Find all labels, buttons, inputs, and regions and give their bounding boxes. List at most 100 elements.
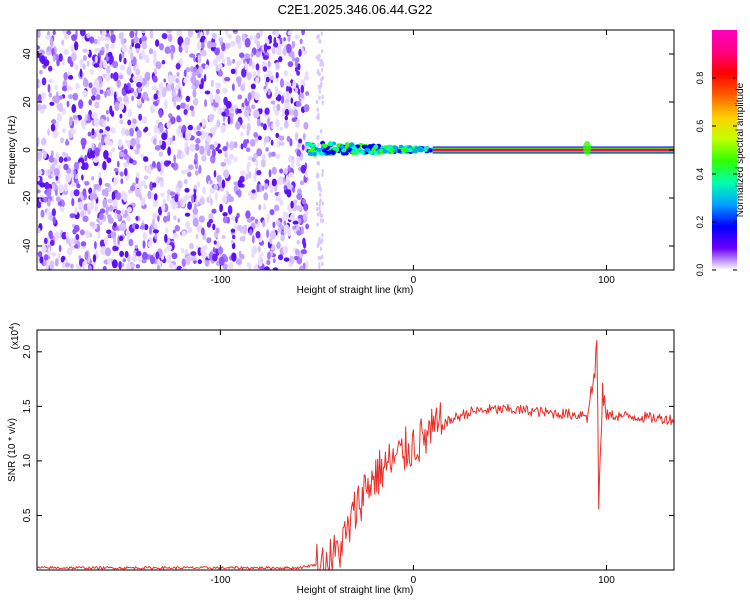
noise-speckle [318,262,321,267]
noise-speckle [40,209,45,218]
noise-speckle [317,33,320,39]
noise-speckle [271,178,277,187]
noise-speckle [153,138,157,146]
noise-speckle [125,139,129,144]
noise-speckle [236,108,243,114]
spectrogram-panel: -100 0 100 -40 -20 0 20 40 Height of straight … [7,29,675,296]
noise-speckle [193,126,198,134]
noise-speckle [256,148,263,157]
noise-speckle [131,95,135,102]
noise-speckle [58,102,63,113]
noise-speckle [102,265,107,270]
noise-speckle [185,67,191,73]
noise-speckle [153,124,158,134]
noise-speckle [94,118,100,127]
noise-speckle [228,261,234,269]
noise-speckle [114,101,120,111]
x-tick-label: 100 [598,275,615,286]
noise-speckle [37,227,41,234]
colorbar-tick-label: 0.2 [695,216,705,229]
noise-speckle [74,244,79,249]
noise-speckle [58,244,62,253]
noise-speckle [46,190,52,198]
noise-speckle [264,181,269,190]
noise-speckle [57,253,61,261]
noise-speckle [181,258,186,268]
noise-speckle [66,30,72,36]
noise-speckle [318,202,321,207]
noise-speckle [251,104,256,110]
noise-speckle [218,37,224,43]
noise-speckle [296,162,301,167]
noise-speckle [318,89,322,94]
noise-speckle [161,88,167,98]
noise-speckle [227,193,232,202]
noise-speckle [119,171,124,177]
noise-speckle [175,78,180,84]
noise-speckle [134,148,140,155]
noise-speckle [38,108,45,114]
noise-speckle [206,148,211,157]
noise-speckle [295,60,299,68]
noise-speckle [149,30,154,39]
noise-speckle [110,43,115,50]
noise-speckle [289,255,295,265]
noise-speckle [255,77,260,84]
noise-speckle [261,153,266,160]
noise-speckle [199,197,205,205]
signal-blob [327,141,333,146]
noise-speckle [196,181,201,187]
noise-speckle [135,48,140,54]
noise-speckle [183,69,187,77]
noise-speckle [201,50,207,57]
noise-speckle [195,80,200,87]
noise-speckle [321,60,324,65]
noise-speckle [195,138,201,144]
noise-speckle [46,208,50,217]
noise-speckle [169,191,176,196]
noise-speckle [210,197,213,206]
noise-speckle [92,157,99,163]
noise-speckle [267,90,271,96]
noise-speckle [276,103,281,112]
noise-speckle [230,216,237,222]
noise-speckle [159,180,164,187]
noise-speckle [121,52,125,59]
noise-speckle [272,221,276,228]
noise-speckle [316,222,319,227]
noise-speckle [260,252,264,257]
noise-speckle [147,190,152,200]
noise-speckle [161,132,168,141]
noise-speckle [283,168,288,175]
noise-speckle [89,36,95,44]
noise-speckle [217,149,223,154]
noise-speckle [51,183,55,190]
noise-speckle [316,107,319,113]
noise-speckle [142,251,148,261]
noise-speckle [292,80,297,89]
noise-speckle [256,170,262,176]
noise-speckle [288,155,292,163]
noise-speckle [248,264,252,270]
noise-speckle [89,192,94,202]
noise-speckle [251,245,258,255]
colorbar-tick-label: 0.6 [695,120,705,133]
noise-speckle [218,70,223,77]
noise-speckle [237,94,243,100]
noise-speckle [241,235,246,242]
noise-speckle [197,259,202,265]
noise-speckle [223,157,230,163]
noise-speckle [161,60,166,65]
noise-speckle [120,36,124,45]
noise-speckle [283,257,290,262]
noise-speckle [47,246,51,256]
noise-speckle [180,152,185,159]
noise-speckle [246,72,252,81]
noise-speckle [69,60,74,68]
noise-speckle [212,59,218,67]
noise-speckle [264,136,270,143]
noise-speckle [296,149,302,158]
noise-speckle [107,51,113,58]
x-tick-label: 0 [411,575,417,586]
noise-speckle [296,205,303,212]
